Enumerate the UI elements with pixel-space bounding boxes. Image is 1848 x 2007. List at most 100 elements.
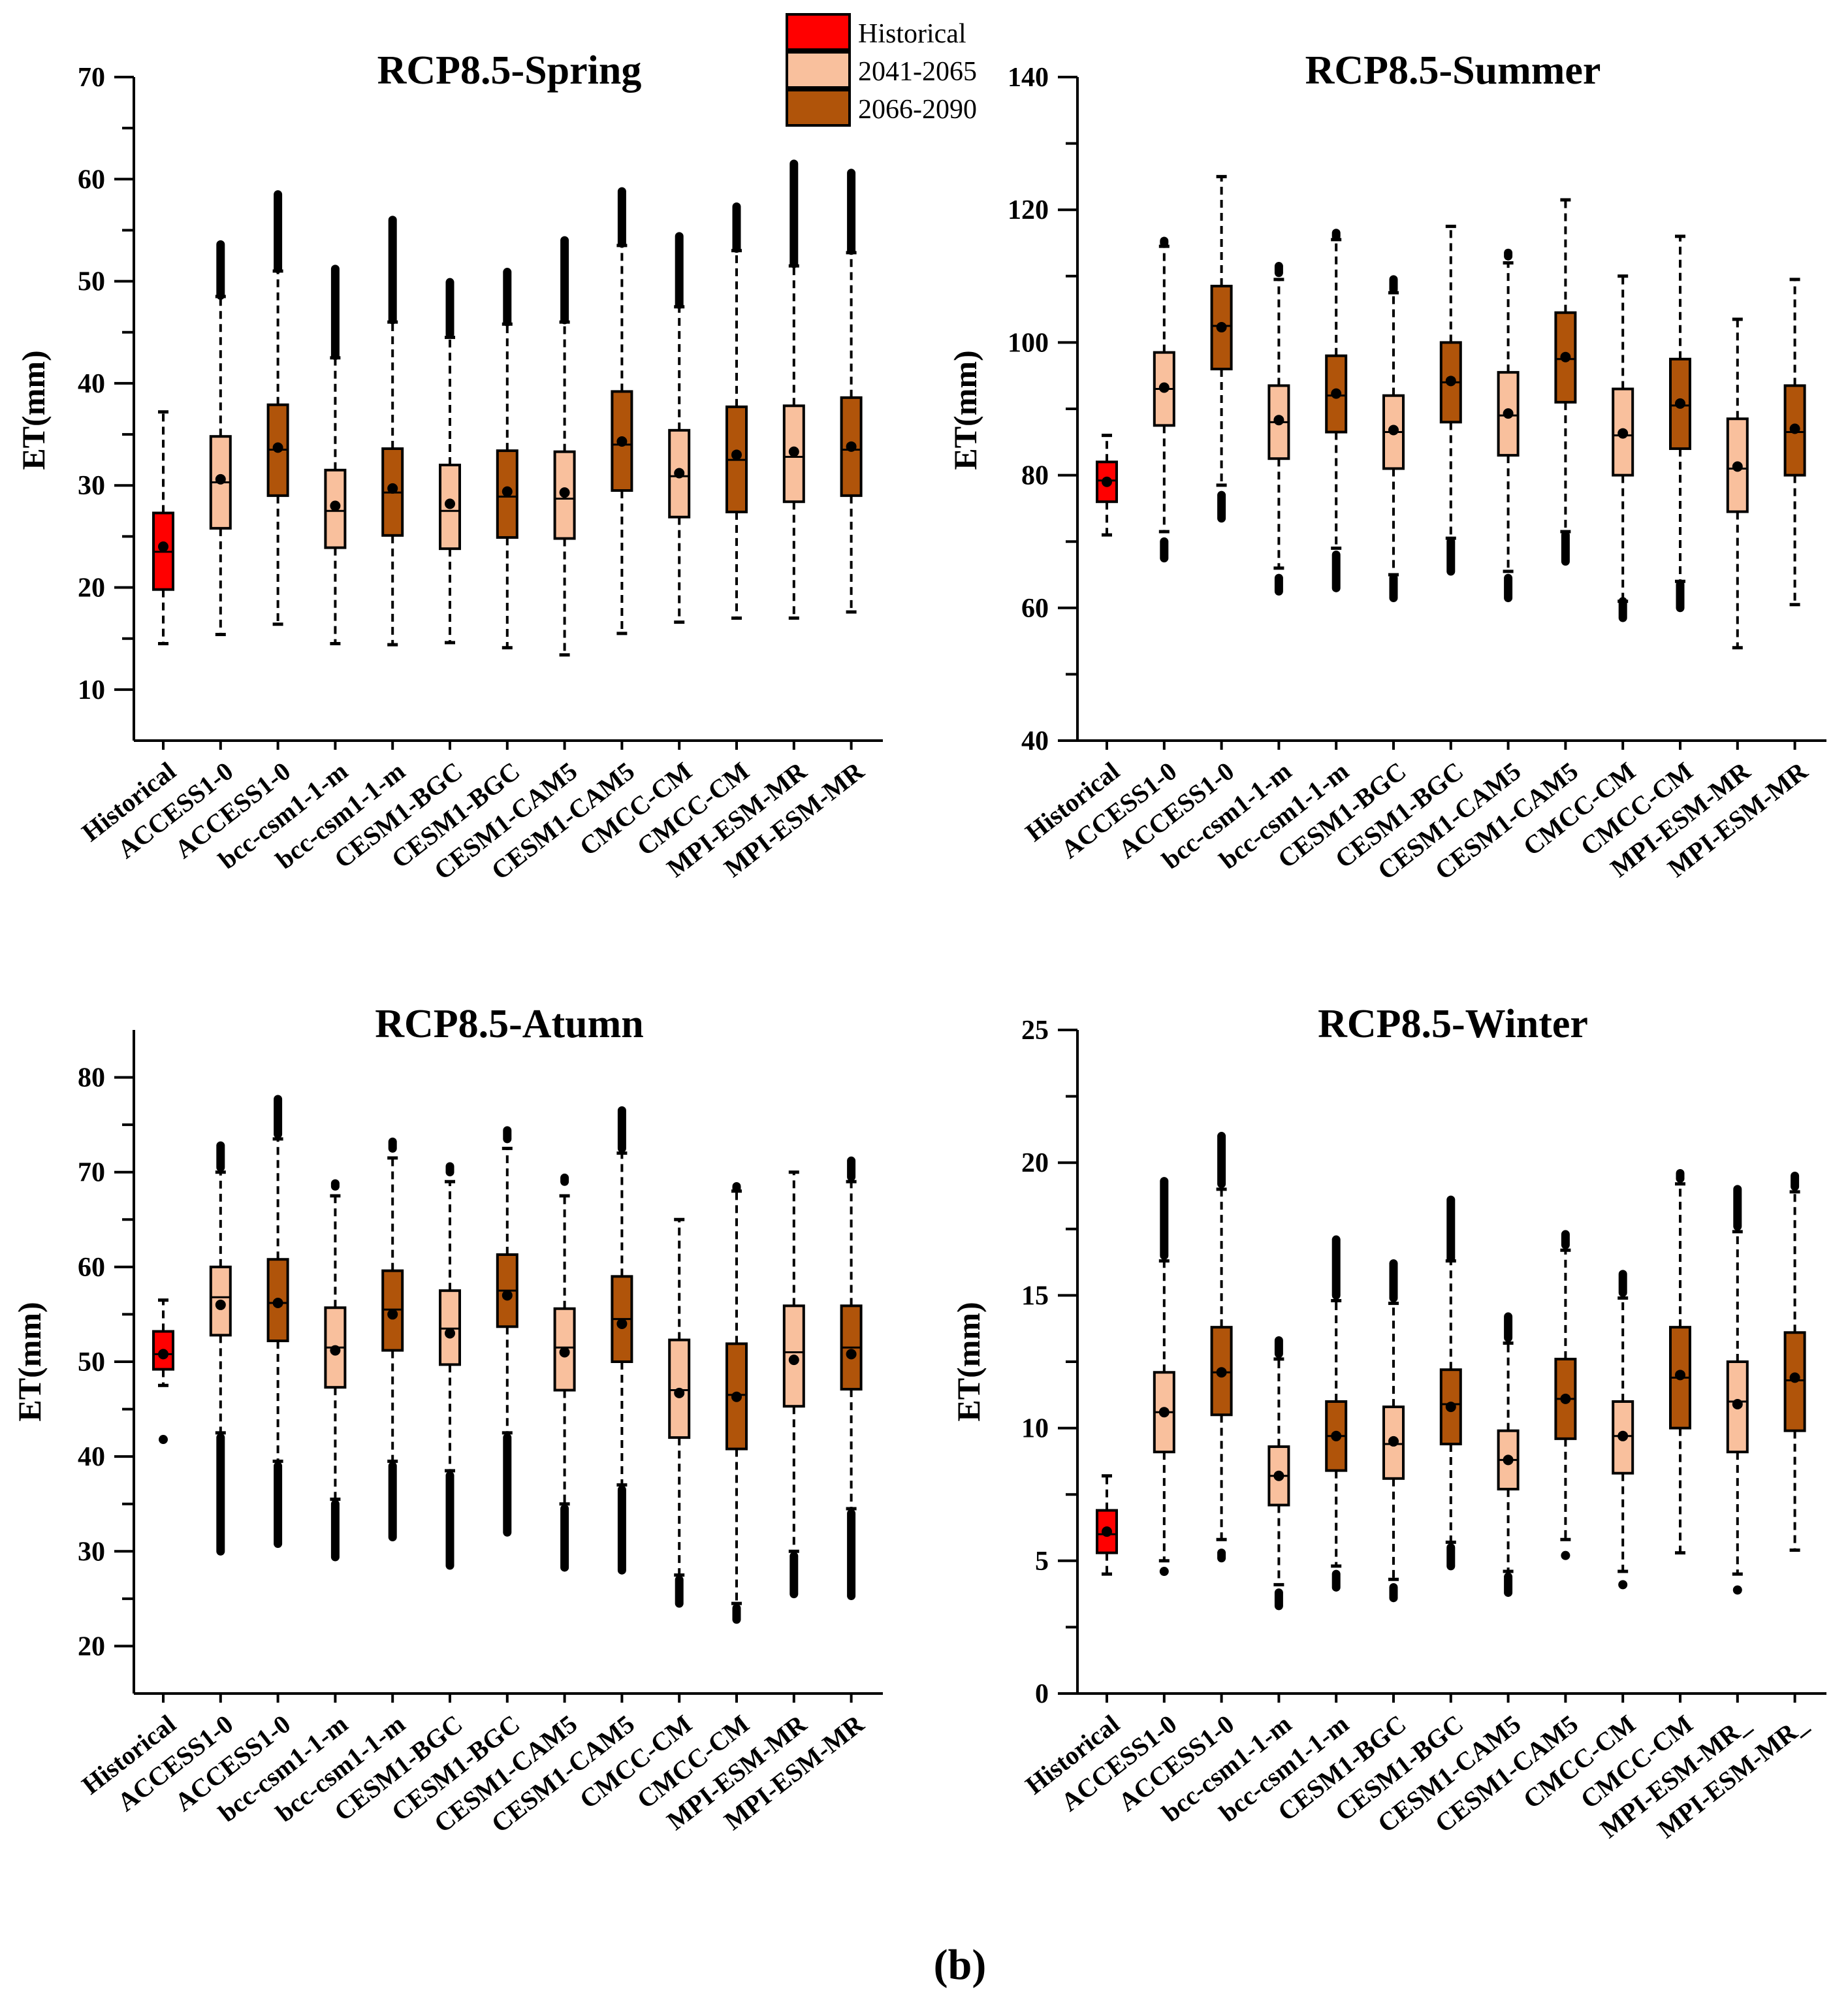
winter-outlier-point (1618, 1580, 1628, 1590)
winter-mean-point (1732, 1399, 1743, 1410)
spring-mean-point (330, 500, 341, 511)
legend-label-historical: Historical (858, 19, 966, 49)
spring-y-tick-label: 40 (78, 369, 105, 399)
summer-y-tick-label: 140 (1008, 63, 1049, 93)
spring-mean-point (272, 442, 283, 453)
legend-swatch-2066-2090 (786, 89, 851, 127)
autumn-y-tick-label: 60 (78, 1253, 105, 1283)
winter-outlier-point (1732, 1585, 1742, 1595)
autumn-y-tick-label: 30 (78, 1537, 105, 1567)
autumn-mean-point (272, 1298, 283, 1309)
legend-label-2066-2090: 2066-2090 (858, 95, 977, 125)
autumn-mean-point (330, 1345, 341, 1356)
summer-mean-point (1560, 351, 1571, 362)
autumn-mean-point (616, 1318, 628, 1329)
summer-box-body (1726, 417, 1749, 513)
spring-mean-point (387, 483, 398, 494)
autumn-mean-point (731, 1391, 742, 1402)
spring-mean-point (674, 468, 685, 479)
winter-mean-point (1102, 1526, 1112, 1537)
autumn-y-tick-label: 50 (78, 1347, 105, 1377)
summer-box-body (1497, 371, 1520, 457)
autumn-y-axis-label: ET(mm) (11, 1302, 48, 1421)
autumn-y-tick-label: 80 (78, 1063, 105, 1093)
spring-y-tick-label: 60 (78, 165, 105, 195)
spring-y-tick-label: 20 (78, 573, 105, 603)
autumn-mean-point (788, 1355, 799, 1366)
summer-y-tick-label: 60 (1021, 594, 1049, 624)
summer-mean-point (1273, 415, 1284, 426)
summer-chart-title: RCP8.5-Summer (1305, 48, 1601, 93)
autumn-mean-point (158, 1349, 168, 1360)
winter-mean-point (1503, 1454, 1514, 1466)
winter-chart-title: RCP8.5-Winter (1318, 1002, 1588, 1046)
summer-mean-point (1102, 476, 1112, 487)
spring-y-tick-label: 10 (78, 675, 105, 705)
spring-mean-point (559, 487, 570, 498)
spring-y-tick-label: 50 (78, 267, 105, 297)
autumn-mean-point (215, 1299, 226, 1310)
autumn-chart-title: RCP8.5-Atumn (375, 1002, 644, 1046)
winter-mean-point (1789, 1372, 1800, 1383)
summer-mean-point (1675, 398, 1685, 409)
winter-y-tick-label: 0 (1035, 1679, 1049, 1709)
spring-mean-point (731, 449, 742, 460)
autumn-mean-point (445, 1328, 455, 1339)
spring-mean-point (846, 441, 857, 452)
summer-mean-point (1331, 388, 1342, 399)
summer-y-tick-label: 120 (1008, 195, 1049, 225)
winter-y-tick-label: 10 (1021, 1414, 1049, 1444)
summer-mean-point (1789, 423, 1800, 434)
summer-y-tick-label: 40 (1021, 726, 1049, 756)
winter-outlier-point (1561, 1550, 1570, 1560)
winter-mean-point (1331, 1430, 1342, 1441)
legend-label-2041-2065: 2041-2065 (858, 57, 977, 87)
summer-mean-point (1617, 428, 1629, 439)
winter-mean-point (1445, 1402, 1456, 1413)
spring-panel: RCP8.5-Spring ET(mm) 10203040506070Histo… (15, 48, 883, 886)
spring-y-axis-label: ET(mm) (15, 350, 52, 470)
spring-box-body (782, 404, 805, 504)
winter-mean-point (1216, 1367, 1227, 1378)
winter-outlier-point (1159, 1567, 1169, 1577)
winter-y-tick-label: 5 (1035, 1547, 1049, 1577)
winter-box-body (1439, 1368, 1462, 1445)
summer-mean-point (1216, 322, 1227, 333)
autumn-mean-point (502, 1290, 513, 1301)
summer-mean-point (1503, 408, 1514, 419)
autumn-mean-point (559, 1347, 570, 1358)
summer-mean-point (1732, 461, 1743, 472)
autumn-mean-point (387, 1309, 398, 1320)
autumn-mean-point (846, 1349, 857, 1360)
legend: Historical 2041-2065 2066-2090 (786, 13, 977, 127)
summer-y-tick-label: 80 (1021, 461, 1049, 491)
winter-mean-point (1617, 1430, 1629, 1441)
summer-y-axis-label: ET(mm) (947, 350, 983, 470)
spring-mean-point (158, 541, 168, 553)
summer-mean-point (1445, 376, 1456, 387)
spring-box-body (611, 390, 633, 492)
winter-mean-point (1388, 1436, 1399, 1447)
winter-y-tick-label: 15 (1021, 1281, 1049, 1311)
spring-mean-point (502, 486, 513, 497)
autumn-outlier-point (159, 1435, 168, 1445)
legend-swatch-2041-2065 (786, 51, 851, 89)
spring-mean-point (616, 436, 628, 447)
spring-chart-title: RCP8.5-Spring (377, 48, 642, 93)
autumn-y-tick-label: 70 (78, 1158, 105, 1188)
winter-y-axis-label: ET(mm) (950, 1302, 987, 1421)
spring-y-tick-label: 70 (78, 63, 105, 93)
spring-mean-point (445, 498, 455, 509)
autumn-y-tick-label: 20 (78, 1631, 105, 1662)
winter-y-tick-label: 20 (1021, 1148, 1049, 1178)
summer-mean-point (1158, 382, 1170, 393)
legend-swatch-historical (786, 13, 851, 51)
summer-mean-point (1388, 425, 1399, 436)
summer-y-tick-label: 100 (1008, 328, 1049, 358)
winter-mean-point (1560, 1393, 1571, 1404)
spring-mean-point (215, 474, 226, 485)
autumn-y-tick-label: 40 (78, 1442, 105, 1472)
spring-y-tick-label: 30 (78, 471, 105, 501)
